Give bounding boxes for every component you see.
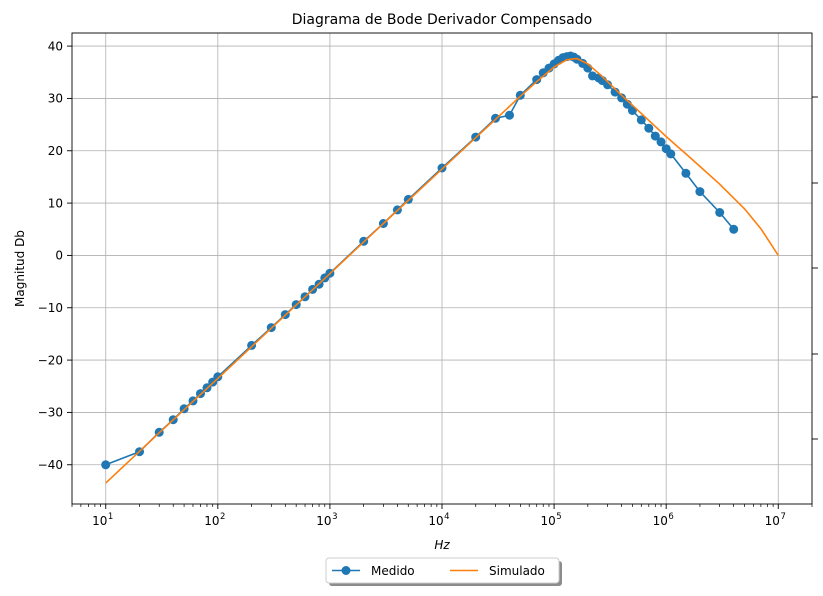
series-medido-point <box>247 340 257 350</box>
legend-medido-marker <box>341 566 351 575</box>
y-tick-label: −40 <box>38 458 63 472</box>
series-medido-line <box>105 55 735 466</box>
series-layer <box>101 51 779 484</box>
series-medido-point <box>610 87 620 97</box>
x-tick-label: 102 <box>204 512 225 528</box>
x-tick-label: 104 <box>428 512 449 528</box>
x-axis-ticks: 101 102 103 104 105 106 107 <box>71 504 813 528</box>
series-medido-point <box>666 149 676 159</box>
grid-layer <box>72 33 812 504</box>
series-medido-point <box>101 460 111 470</box>
x-tick-label: 105 <box>540 512 561 528</box>
series-medido-point <box>532 75 542 85</box>
series-medido-point <box>695 187 705 197</box>
y-tick-label: −10 <box>38 301 63 315</box>
x-tick-label: 103 <box>316 512 337 528</box>
y-tick-label: 40 <box>48 39 63 53</box>
series-medido-point <box>213 372 223 382</box>
x-tick-label: 107 <box>765 512 786 528</box>
y-tick-label: 30 <box>48 92 63 106</box>
y-tick-label: 10 <box>48 196 63 210</box>
series-medido-point <box>656 137 666 147</box>
chart-title: Diagrama de Bode Derivador Compensado <box>292 12 592 28</box>
series-medido-point <box>644 123 654 133</box>
legend-medido-label: Medido <box>371 564 415 578</box>
y-tick-label: −20 <box>38 353 63 367</box>
series-medido-point <box>505 110 514 120</box>
y-tick-label: −30 <box>38 406 63 420</box>
series-medido-point <box>603 80 613 90</box>
x-tick-label: 101 <box>92 512 113 528</box>
series-medido-point <box>729 224 739 234</box>
legend: Medido Simulado <box>325 557 562 586</box>
x-tick-label: 106 <box>653 512 674 528</box>
series-medido-point <box>617 93 627 103</box>
right-axis-ticks <box>812 96 818 440</box>
y-tick-label: 0 <box>55 249 63 263</box>
series-medido-point <box>715 208 725 217</box>
plot-area: 101 102 103 104 105 106 107 40 30 20 10 0 −10 −20 −30… <box>38 32 818 528</box>
legend-box <box>325 557 560 584</box>
y-axis-ticks: 40 30 20 10 0 −10 −20 −30 −40 <box>38 39 72 472</box>
x-axis-label: Hz <box>434 538 450 552</box>
y-axis-label: Magnitud Db <box>13 230 27 307</box>
legend-simulado-label: Simulado <box>489 564 545 578</box>
series-medido-point <box>681 168 691 178</box>
y-tick-label: 20 <box>48 144 63 158</box>
series-medido-point <box>636 115 646 125</box>
series-medido-point <box>650 131 660 141</box>
series-simulado-line <box>105 57 779 484</box>
